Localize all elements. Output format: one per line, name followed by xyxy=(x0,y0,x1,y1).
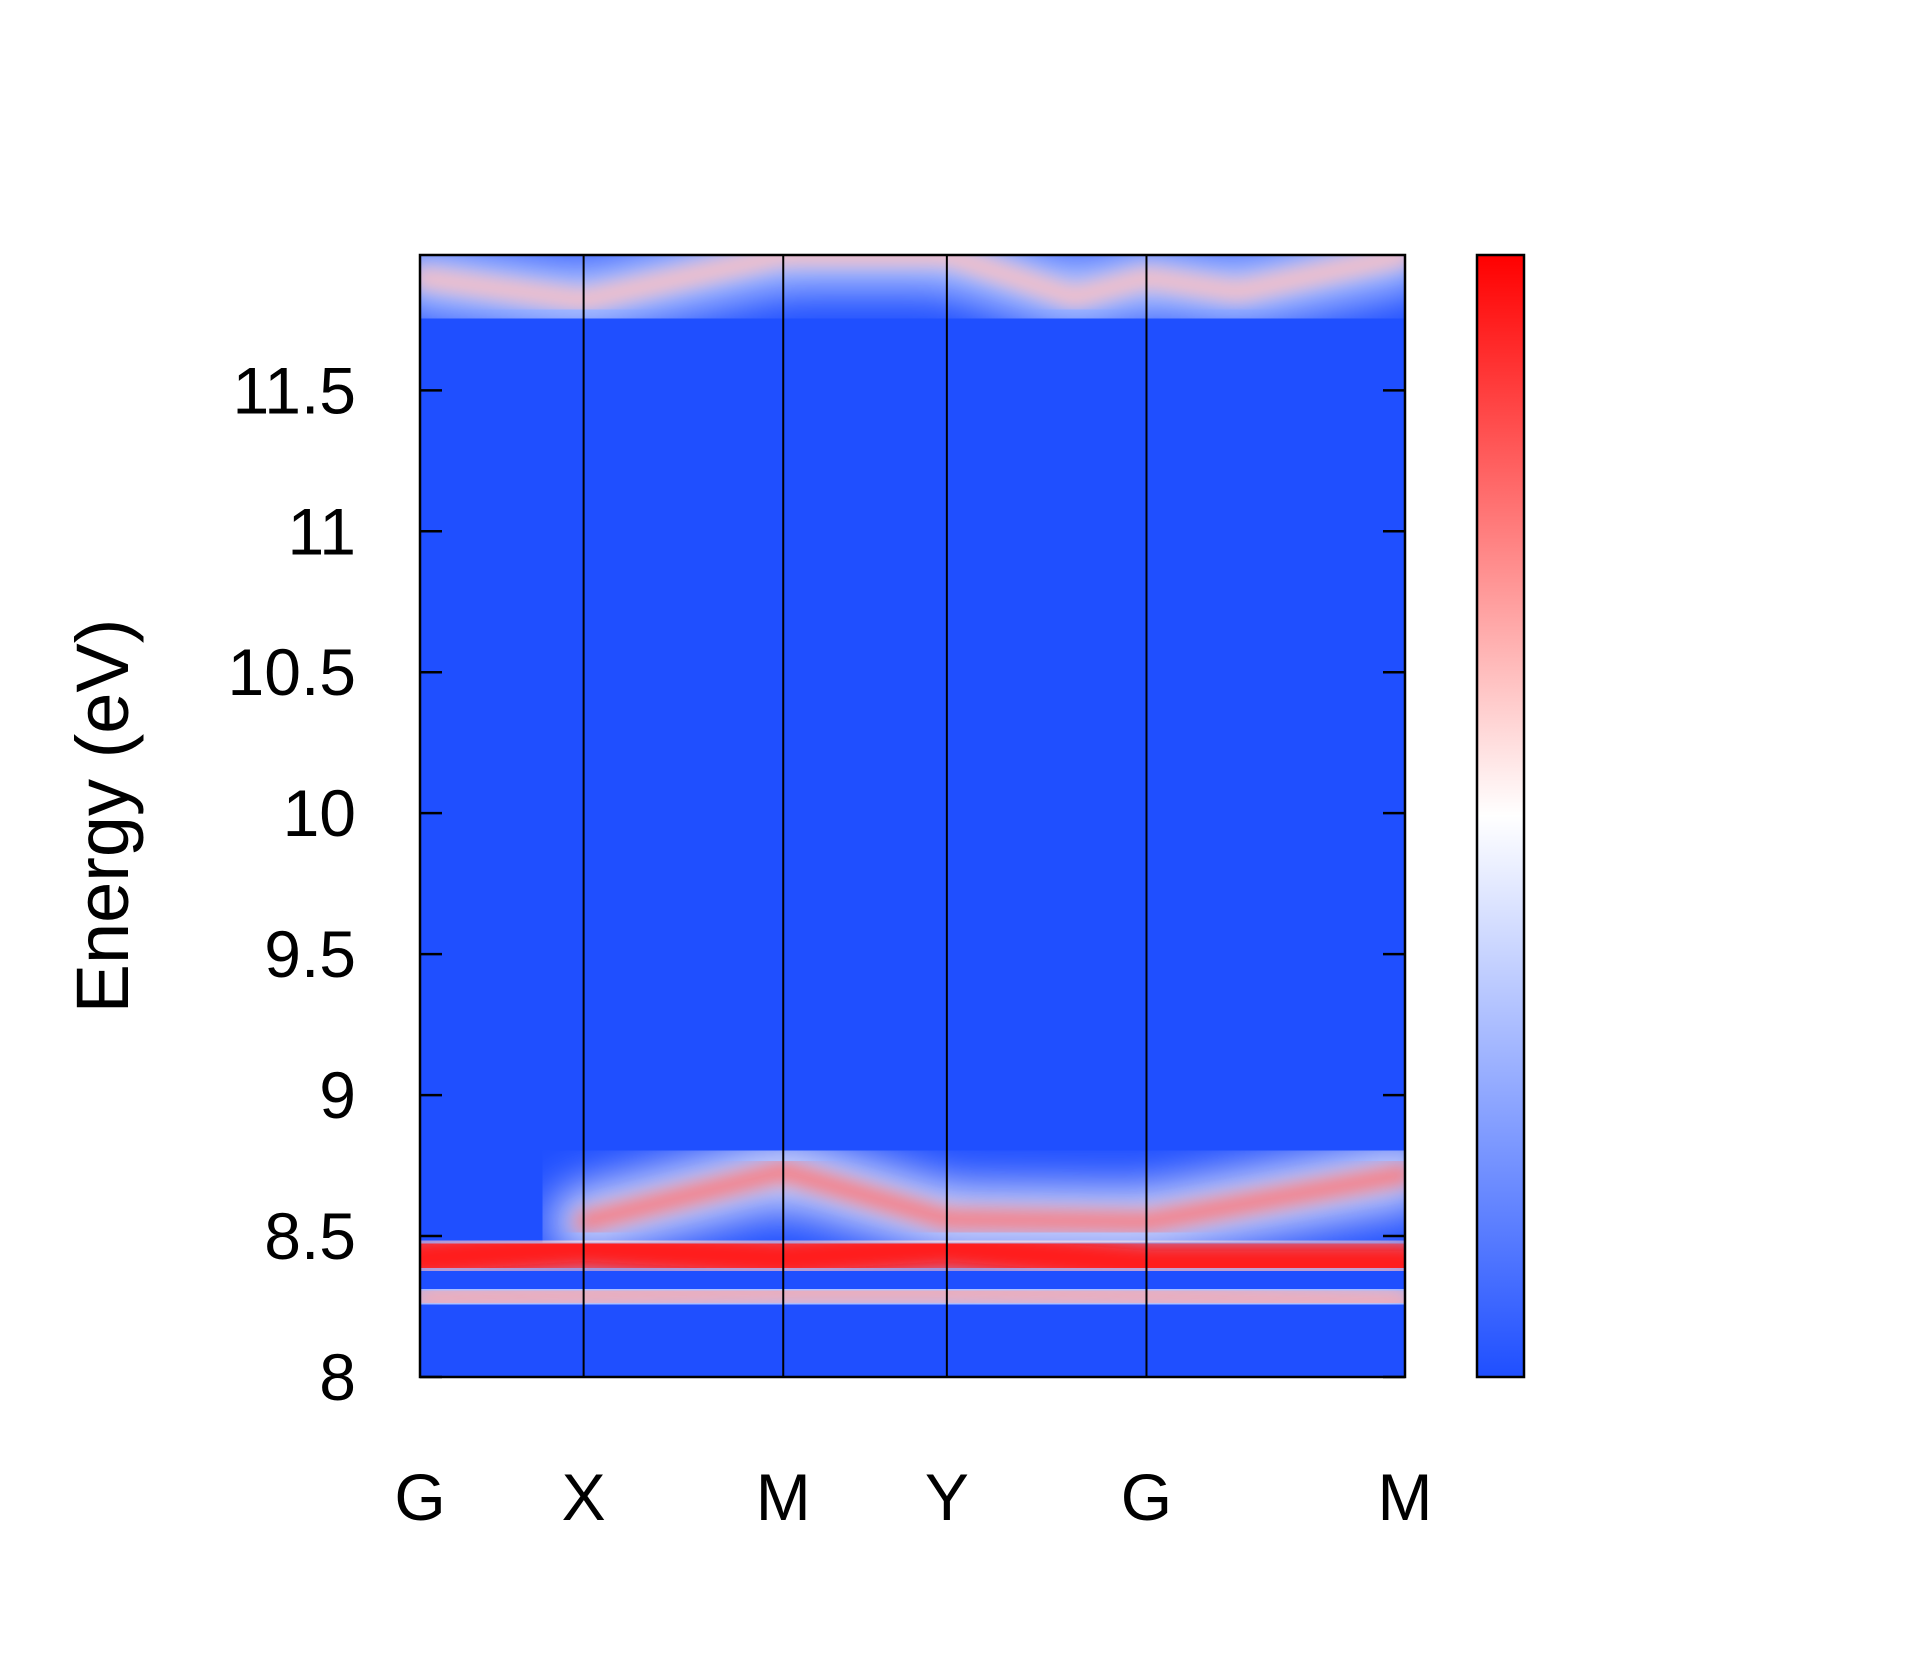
x-tick-label: M xyxy=(756,1460,811,1534)
y-axis-ticks: 8 8.5 9 9.5 10 10.5 11 11.5 xyxy=(228,353,1405,1414)
y-tick-label: 10 xyxy=(283,776,356,850)
x-tick-label: G xyxy=(1121,1460,1172,1534)
y-tick-label: 11 xyxy=(287,494,356,568)
x-tick-label: G xyxy=(394,1460,445,1534)
y-tick-label: 8 xyxy=(319,1340,356,1414)
colorbar xyxy=(1475,253,1526,1379)
x-tick-label: Y xyxy=(925,1460,969,1534)
x-tick-label: X xyxy=(562,1460,606,1534)
y-tick-label: 8.5 xyxy=(264,1199,356,1273)
y-tick-label: 11.5 xyxy=(232,353,356,427)
y-axis-title: Energy (eV) xyxy=(61,619,144,1014)
x-tick-label: M xyxy=(1378,1460,1433,1534)
plot-frame xyxy=(418,253,1407,1379)
y-tick-label: 9.5 xyxy=(264,917,356,991)
heatmap-feature xyxy=(420,255,1405,310)
y-tick-label: 10.5 xyxy=(228,635,356,709)
heatmap-feature xyxy=(420,1283,1405,1310)
y-tick-label: 9 xyxy=(319,1058,356,1132)
heatmap-area xyxy=(420,255,1405,1377)
k-point-divider-lines xyxy=(582,255,1148,1377)
